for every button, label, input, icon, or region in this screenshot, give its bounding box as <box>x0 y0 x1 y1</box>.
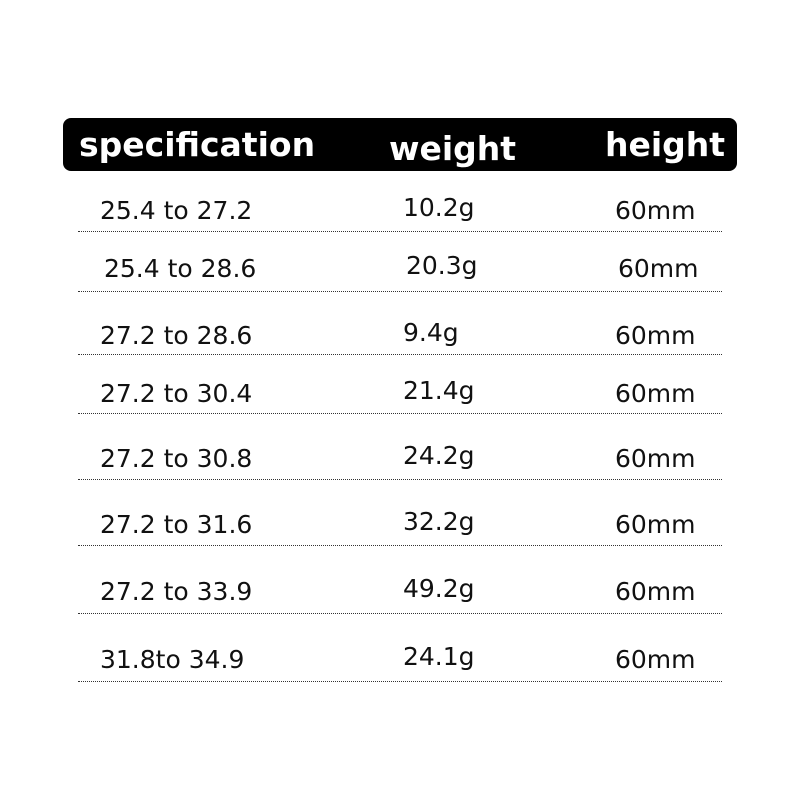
height-cell: 60mm <box>615 510 696 539</box>
weight-cell: 24.1g <box>403 642 475 671</box>
row-divider <box>78 545 722 546</box>
weight-cell: 20.3g <box>406 251 478 280</box>
height-cell: 60mm <box>615 321 696 350</box>
row-divider <box>78 291 722 292</box>
table-row: 27.2 to 28.6 9.4g 60mm <box>0 316 800 356</box>
height-cell: 60mm <box>615 444 696 473</box>
table-row: 27.2 to 31.6 32.2g 60mm <box>0 505 800 545</box>
header-height: height <box>605 125 726 164</box>
spec-cell: 27.2 to 33.9 <box>100 577 253 606</box>
table-row: 25.4 to 27.2 10.2g 60mm <box>0 191 800 231</box>
weight-cell: 9.4g <box>403 318 459 347</box>
table-row: 27.2 to 33.9 49.2g 60mm <box>0 572 800 612</box>
header-specification: specification <box>79 125 316 164</box>
header-weight: weight <box>389 129 517 168</box>
row-divider <box>78 681 722 682</box>
spec-cell: 31.8to 34.9 <box>100 645 245 674</box>
table-row: 25.4 to 28.6 20.3g 60mm <box>0 249 800 289</box>
height-cell: 60mm <box>615 379 696 408</box>
spec-cell: 27.2 to 30.4 <box>100 379 253 408</box>
row-divider <box>78 479 722 480</box>
weight-cell: 10.2g <box>403 193 475 222</box>
row-divider <box>78 354 722 355</box>
row-divider <box>78 613 722 614</box>
spec-cell: 25.4 to 28.6 <box>104 254 257 283</box>
weight-cell: 49.2g <box>403 574 475 603</box>
table-header: specification weight height <box>63 118 737 171</box>
table-row: 27.2 to 30.8 24.2g 60mm <box>0 439 800 479</box>
weight-cell: 32.2g <box>403 507 475 536</box>
row-divider <box>78 413 722 414</box>
weight-cell: 24.2g <box>403 441 475 470</box>
height-cell: 60mm <box>615 577 696 606</box>
spec-cell: 25.4 to 27.2 <box>100 196 253 225</box>
row-divider <box>78 231 722 232</box>
table-row: 31.8to 34.9 24.1g 60mm <box>0 640 800 680</box>
spec-cell: 27.2 to 30.8 <box>100 444 253 473</box>
spec-cell: 27.2 to 28.6 <box>100 321 253 350</box>
spec-cell: 27.2 to 31.6 <box>100 510 253 539</box>
weight-cell: 21.4g <box>403 376 475 405</box>
height-cell: 60mm <box>615 645 696 674</box>
height-cell: 60mm <box>618 254 699 283</box>
height-cell: 60mm <box>615 196 696 225</box>
table-row: 27.2 to 30.4 21.4g 60mm <box>0 374 800 414</box>
